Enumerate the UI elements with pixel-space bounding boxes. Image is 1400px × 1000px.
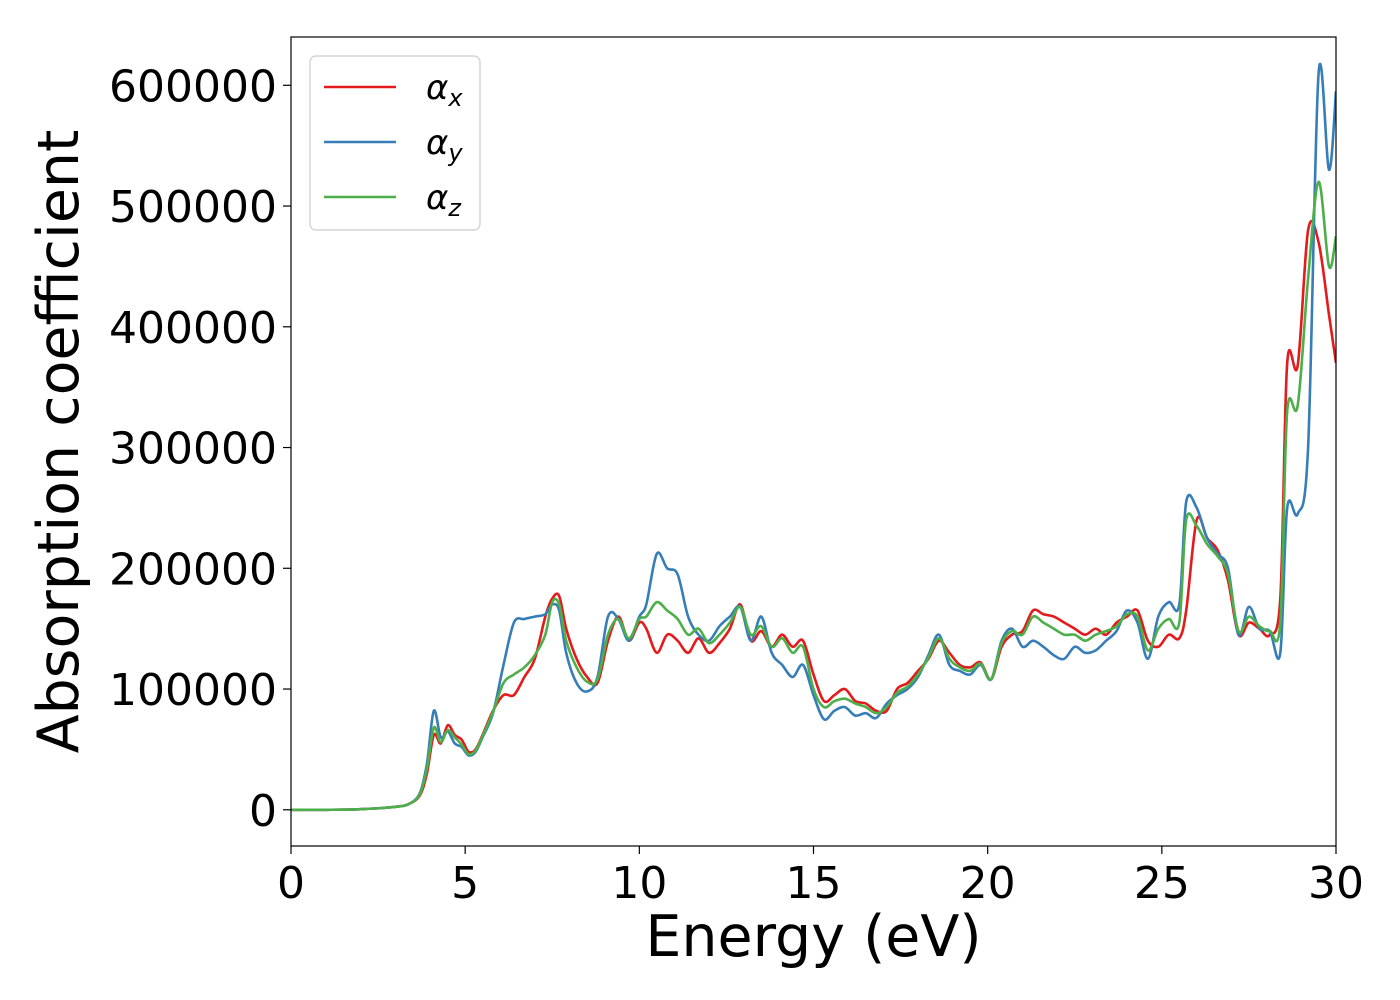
y-axis-title: Absorption coefficient (26, 130, 92, 754)
x-tick-label: 25 (1134, 858, 1190, 909)
y-tick-label: 500000 (109, 182, 277, 233)
x-tick-label: 0 (277, 858, 305, 909)
legend-label-subscript: y (447, 139, 463, 167)
legend-label-subscript: z (447, 194, 462, 222)
x-tick-label: 15 (786, 858, 842, 909)
y-axis: 0 100000 200000 300000 400000 500000 600000 (109, 61, 291, 837)
series-layer (291, 62, 1336, 812)
x-axis: 0 5 10 15 20 25 30 (277, 846, 1364, 909)
legend-label-z: αz (426, 178, 462, 222)
series-line-x (291, 220, 1336, 812)
x-tick-label: 20 (960, 858, 1016, 909)
x-axis-title: Energy (eV) (645, 904, 981, 970)
y-tick-label: 0 (249, 786, 277, 837)
series-line-z (291, 180, 1336, 812)
y-tick-label: 600000 (109, 61, 277, 112)
x-tick-label: 30 (1308, 858, 1364, 909)
y-tick-label: 200000 (109, 544, 277, 595)
y-tick-label: 400000 (109, 303, 277, 354)
y-tick-label: 100000 (109, 665, 277, 716)
series-line-y (291, 62, 1336, 812)
legend-label-subscript: x (447, 84, 463, 112)
x-tick-label: 5 (451, 858, 479, 909)
y-tick-label: 300000 (109, 424, 277, 475)
x-tick-label: 10 (611, 858, 667, 909)
